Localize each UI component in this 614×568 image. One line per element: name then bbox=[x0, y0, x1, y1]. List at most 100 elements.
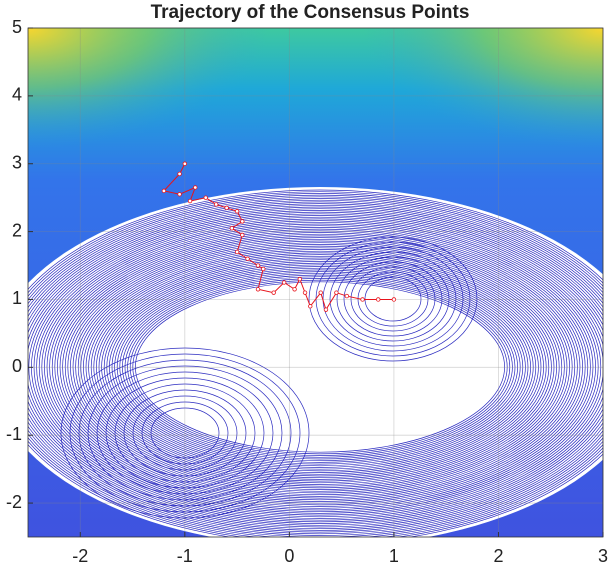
trajectory-point bbox=[193, 185, 198, 190]
contour-line bbox=[28, 210, 603, 524]
contour-line bbox=[62, 233, 578, 501]
trajectory-point bbox=[281, 280, 287, 285]
trajectory-point bbox=[240, 219, 245, 224]
x-tick-label: -1 bbox=[177, 546, 193, 566]
trajectory-point bbox=[261, 266, 266, 272]
trajectory-point bbox=[318, 290, 323, 295]
contour-line bbox=[88, 250, 552, 484]
contour-line bbox=[83, 247, 557, 487]
contour-line bbox=[85, 249, 555, 485]
trajectory-point bbox=[360, 297, 365, 302]
y-tick-label: 4 bbox=[12, 85, 22, 105]
x-tick-label: 2 bbox=[493, 546, 503, 566]
contour-line bbox=[54, 228, 586, 506]
trajectory-point bbox=[229, 226, 235, 231]
trajectory-point bbox=[334, 290, 339, 295]
contour-line bbox=[114, 383, 256, 483]
trajectory-point bbox=[203, 195, 208, 200]
contour-line bbox=[90, 252, 550, 482]
y-tick-label: -2 bbox=[6, 492, 22, 512]
trajectory-point bbox=[308, 304, 313, 309]
contour-line bbox=[28, 204, 603, 530]
contour-line bbox=[135, 281, 505, 453]
contour-line bbox=[127, 276, 513, 458]
trajectory-point bbox=[292, 287, 297, 292]
trajectory-point bbox=[234, 209, 240, 214]
trajectory-point bbox=[297, 276, 303, 282]
contour-line bbox=[93, 254, 547, 480]
trajectory-point bbox=[234, 249, 240, 255]
contour-line bbox=[72, 240, 568, 494]
contour-line bbox=[28, 203, 603, 531]
contour-line bbox=[105, 377, 265, 489]
contour-line bbox=[60, 347, 310, 519]
trajectory-point bbox=[177, 171, 182, 177]
contour-line bbox=[343, 261, 443, 337]
trajectory-point bbox=[240, 232, 245, 238]
contour-line bbox=[28, 193, 603, 537]
contour-line bbox=[46, 223, 594, 511]
trajectory-point bbox=[177, 192, 182, 197]
trajectory-point bbox=[224, 205, 229, 211]
y-tick-label: -1 bbox=[6, 424, 22, 444]
trajectory-point bbox=[182, 161, 188, 166]
trajectory-point bbox=[255, 263, 261, 268]
trajectory-point bbox=[161, 188, 167, 194]
chart-title: Trajectory of the Consensus Points bbox=[151, 2, 470, 23]
y-tick-label: 0 bbox=[12, 356, 22, 376]
contour-line bbox=[308, 236, 478, 362]
contour-line bbox=[150, 407, 220, 459]
x-tick-label: 3 bbox=[598, 546, 608, 566]
contour-line bbox=[124, 274, 516, 460]
contour-line bbox=[96, 255, 544, 479]
y-tick-label: 2 bbox=[12, 220, 22, 240]
contour-line bbox=[67, 237, 573, 497]
contour-line bbox=[28, 191, 603, 537]
contour-line bbox=[329, 251, 457, 347]
contour-line bbox=[129, 278, 511, 456]
contour-line bbox=[101, 259, 539, 475]
contour-line bbox=[28, 201, 603, 533]
contour-line bbox=[28, 194, 603, 537]
contour-line bbox=[36, 216, 603, 518]
contour-line bbox=[28, 189, 603, 537]
contour-line bbox=[132, 395, 238, 471]
contour-line bbox=[57, 230, 583, 504]
contour-line bbox=[49, 225, 591, 509]
contour-line bbox=[96, 371, 274, 495]
contour-line bbox=[33, 215, 603, 519]
contour-line bbox=[28, 196, 603, 537]
contour-line bbox=[28, 199, 603, 535]
contour-line bbox=[336, 256, 450, 342]
trajectory-point bbox=[271, 290, 276, 295]
trajectory-point bbox=[213, 202, 219, 207]
contour-line bbox=[80, 245, 560, 489]
contour-line bbox=[44, 221, 596, 513]
contour-line bbox=[70, 238, 570, 496]
trajectory-point bbox=[255, 287, 261, 292]
contour-line bbox=[141, 401, 229, 465]
y-tick-label: 3 bbox=[12, 152, 22, 172]
contour-line bbox=[111, 266, 529, 468]
contour-line bbox=[28, 208, 603, 526]
contour-line bbox=[59, 232, 581, 502]
trajectory-point bbox=[302, 290, 308, 295]
x-tick-label: 0 bbox=[284, 546, 294, 566]
contour-line bbox=[64, 235, 576, 499]
trajectory-point bbox=[344, 293, 350, 299]
trajectory-point bbox=[323, 307, 329, 312]
contour-line bbox=[69, 353, 301, 513]
y-tick-label: 1 bbox=[12, 288, 22, 308]
contour-line bbox=[103, 261, 537, 473]
contour-line bbox=[77, 244, 563, 490]
trajectory-point bbox=[391, 297, 397, 302]
trajectory-point bbox=[187, 198, 193, 204]
x-tick-label: -2 bbox=[72, 546, 88, 566]
contour-line bbox=[98, 257, 542, 477]
background bbox=[28, 28, 603, 537]
trajectory-point bbox=[245, 256, 250, 261]
contour-line bbox=[119, 271, 521, 463]
x-tick-label: 1 bbox=[389, 546, 399, 566]
contour-line bbox=[78, 359, 292, 507]
contour-line bbox=[38, 218, 602, 516]
